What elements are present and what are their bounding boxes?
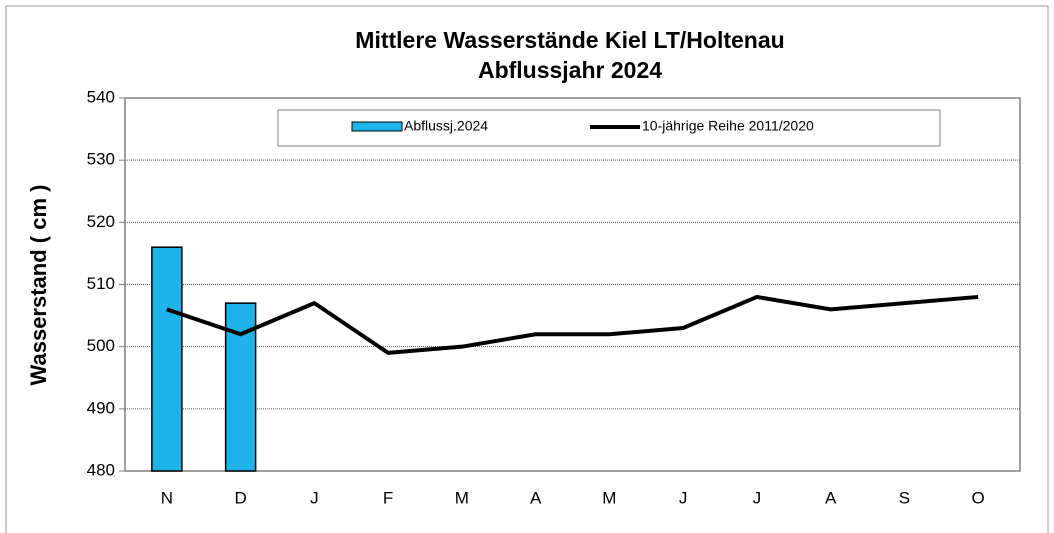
x-tick-label: O <box>972 488 985 507</box>
x-tick-label: F <box>383 488 393 507</box>
chart-title: Mittlere Wasserstände Kiel LT/Holtenau <box>355 27 784 53</box>
y-tick-label: 490 <box>87 398 115 417</box>
x-tick-label: J <box>753 488 762 507</box>
y-tick-label: 540 <box>87 87 115 106</box>
x-tick-label: M <box>455 488 469 507</box>
y-tick-label: 520 <box>87 212 115 231</box>
line <box>166 294 979 355</box>
y-axis-label: Wasserstand ( cm ) <box>26 185 51 386</box>
x-tick-label: N <box>161 488 173 507</box>
chart-frame <box>5 5 1049 533</box>
y-tick-label: 530 <box>87 150 115 169</box>
x-tick-label: J <box>310 488 319 507</box>
x-tick-label: A <box>530 488 542 507</box>
x-tick-label: M <box>602 488 616 507</box>
x-tick-label: D <box>234 488 246 507</box>
y-tick-label: 480 <box>87 460 115 479</box>
legend-label: 10-jährige Reihe 2011/2020 <box>642 118 814 134</box>
x-tick-label: A <box>825 488 837 507</box>
y-tick-label: 510 <box>87 274 115 293</box>
plot-area <box>124 97 1021 472</box>
legend-swatch <box>351 121 403 132</box>
chart-title: Abflussjahr 2024 <box>478 57 662 83</box>
x-tick-label: S <box>899 488 910 507</box>
legend-label: Abflussj.2024 <box>404 118 488 134</box>
x-tick-label: J <box>679 488 688 507</box>
y-tick-label: 500 <box>87 336 115 355</box>
bar <box>151 246 183 472</box>
